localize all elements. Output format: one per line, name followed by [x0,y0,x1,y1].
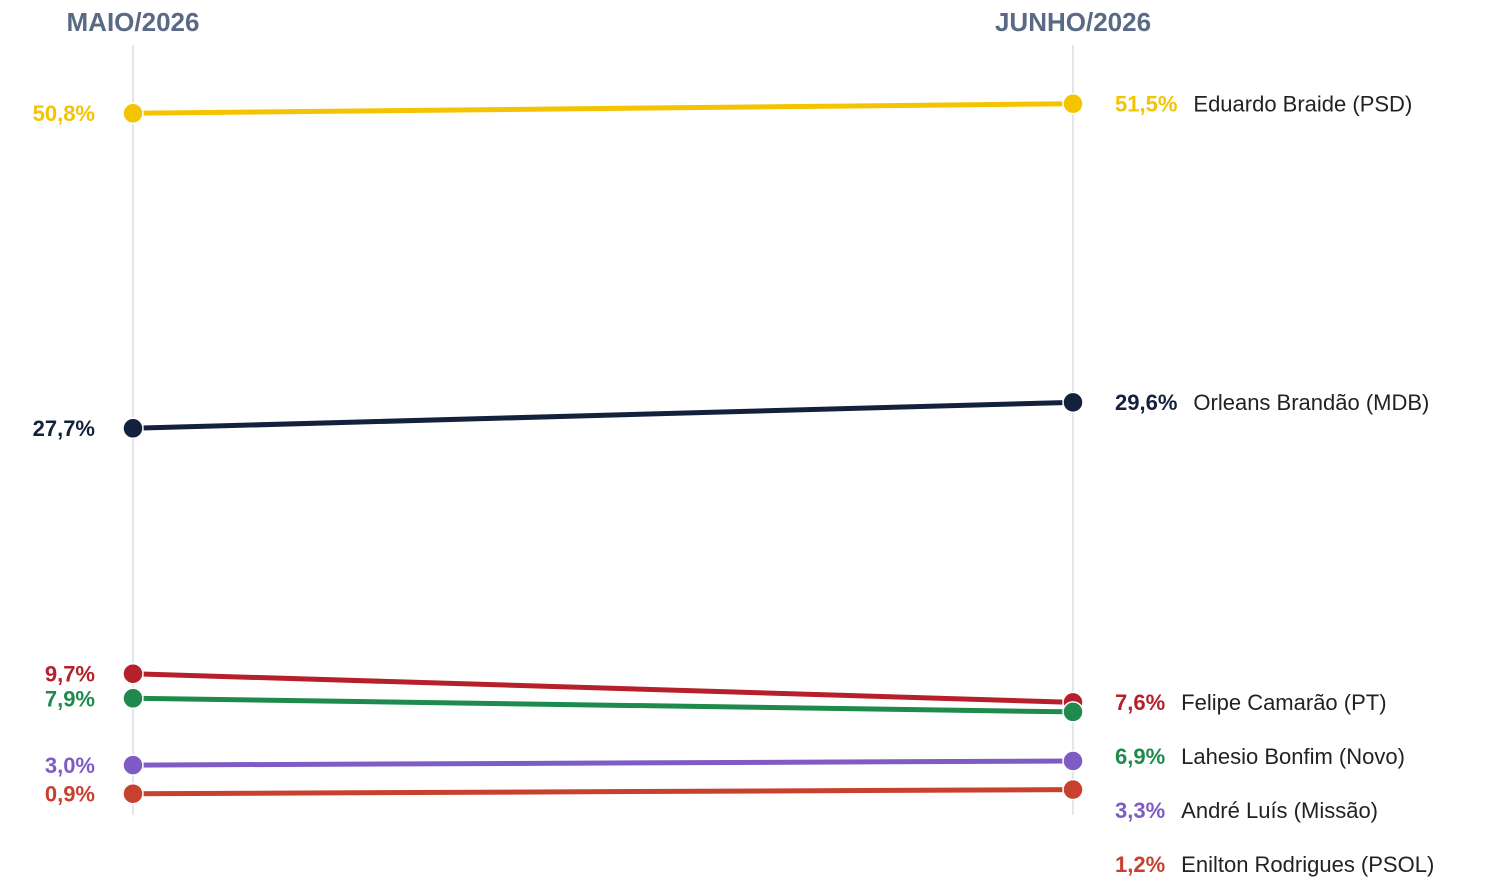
value-label: 50,8% [33,101,95,126]
value-label: 1,2% [1115,852,1165,877]
point [1062,391,1084,414]
column-label: MAIO/2026 [67,7,200,37]
value-label: 29,6% [1115,390,1177,415]
point [122,417,144,440]
slope-line [132,695,1074,715]
series-name: André Luís (Missão) [1181,798,1378,823]
value-label: 3,0% [45,753,95,778]
slope-line [132,101,1074,116]
slope-line [132,399,1074,431]
point [1062,778,1084,801]
value-label: 3,3% [1115,798,1165,823]
column-label: JUNHO/2026 [995,7,1151,37]
series-name: Enilton Rodrigues (PSOL) [1181,852,1434,877]
slope-line [132,787,1074,797]
point [122,782,144,805]
point [122,102,144,125]
value-label: 9,7% [45,662,95,687]
slope-line [132,758,1074,768]
point [1062,92,1084,115]
series-name: Eduardo Braide (PSD) [1193,92,1412,117]
value-label: 51,5% [1115,92,1177,117]
point [122,687,144,710]
value-label: 27,7% [33,416,95,441]
series-name: Orleans Brandão (MDB) [1193,390,1429,415]
point [1062,750,1084,772]
series-name: Felipe Camarão (PT) [1181,690,1386,715]
point [122,754,144,776]
point [122,662,144,685]
slope-line [132,671,1074,705]
series-name: Lahesio Bonfim (Novo) [1181,744,1405,769]
value-label: 0,9% [45,782,95,807]
value-label: 6,9% [1115,744,1165,769]
value-label: 7,6% [1115,690,1165,715]
value-label: 7,9% [45,687,95,712]
point [1062,701,1084,723]
